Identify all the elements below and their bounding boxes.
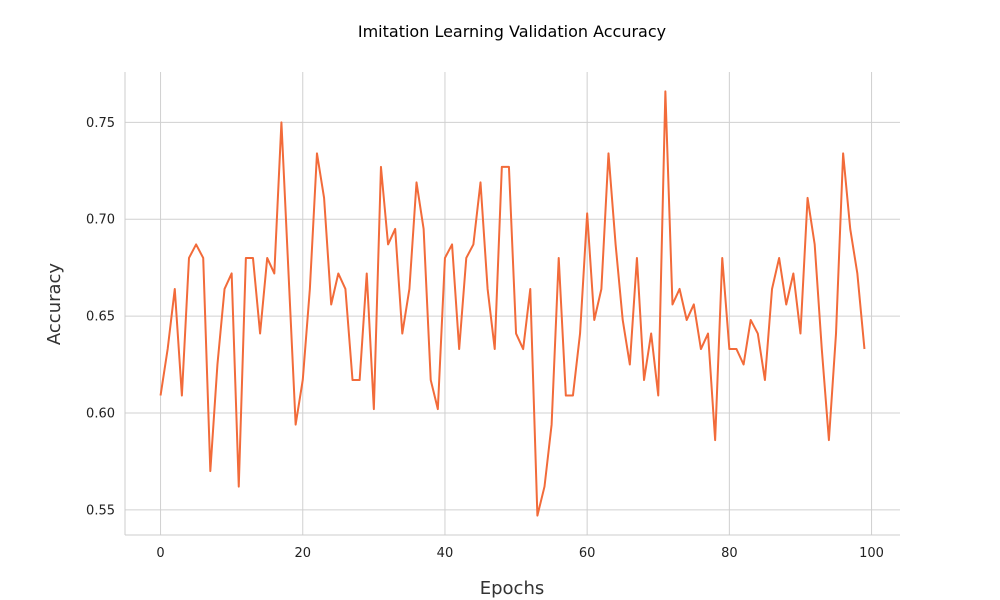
x-tick-label: 0 <box>156 546 164 561</box>
y-tick-label: 0.70 <box>86 213 115 228</box>
x-axis-label: Epochs <box>480 578 545 599</box>
chart-title: Imitation Learning Validation Accuracy <box>358 22 666 41</box>
y-axis-label: Accuracy <box>44 263 65 346</box>
x-tick-label: 60 <box>579 546 596 561</box>
y-tick-label: 0.75 <box>86 116 115 131</box>
x-tick-label: 100 <box>859 546 884 561</box>
x-tick-label: 40 <box>437 546 454 561</box>
grid-lines <box>125 72 900 535</box>
x-tick-label: 20 <box>294 546 311 561</box>
y-tick-label: 0.65 <box>86 310 115 325</box>
y-tick-label: 0.55 <box>86 503 115 518</box>
x-tick-label: 80 <box>721 546 738 561</box>
ticks: 0 20 40 60 80 100 0.55 0.60 0.65 0.70 0.75 <box>86 116 884 561</box>
series-line <box>159 90 866 517</box>
axis-spines <box>124 72 900 536</box>
y-tick-label: 0.60 <box>86 406 115 421</box>
